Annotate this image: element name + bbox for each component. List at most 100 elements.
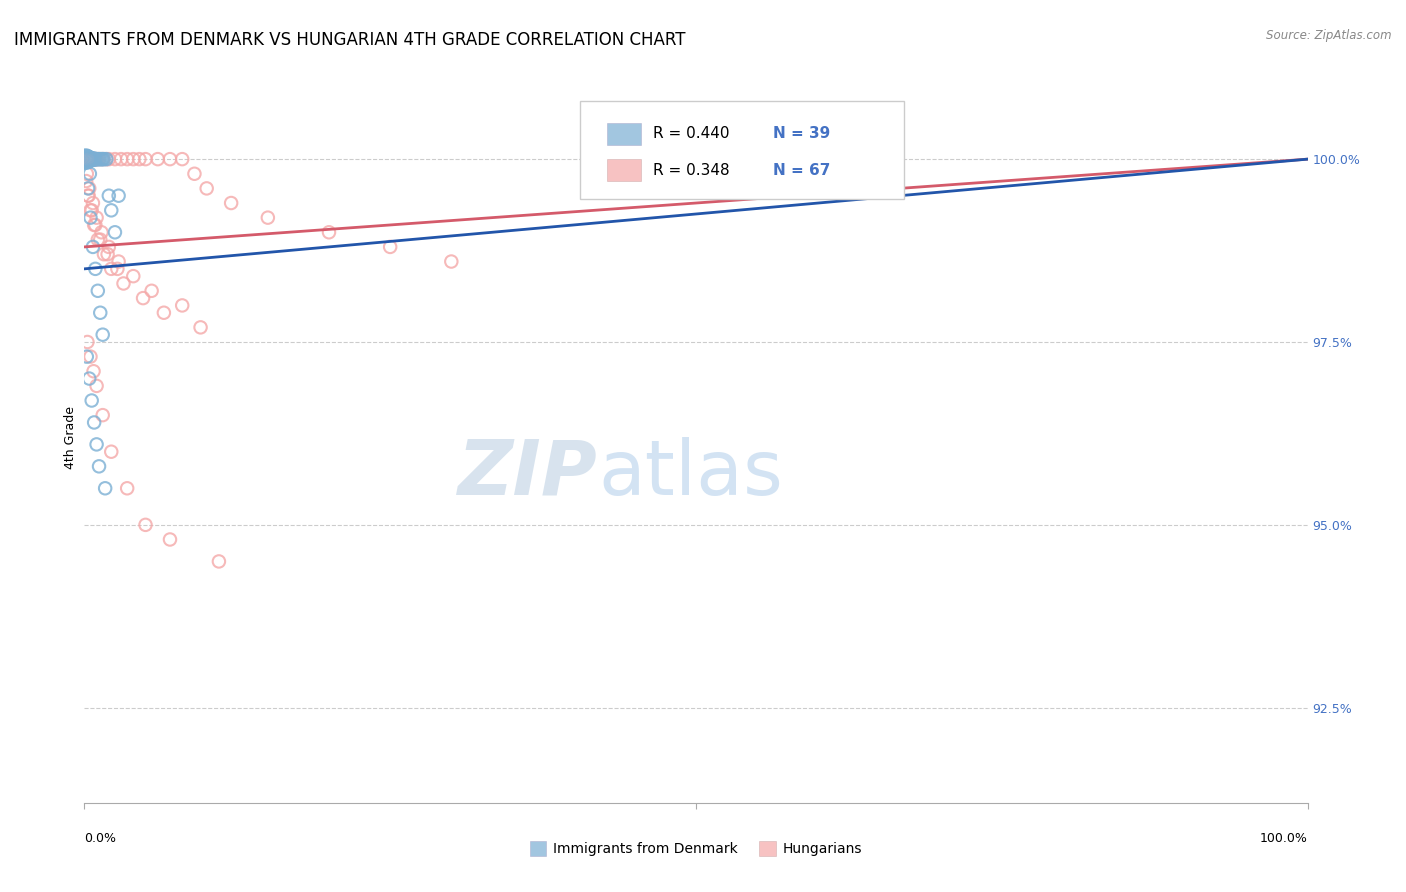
Point (83, 152, 105, 166)
Point (380, 240, 402, 254)
Point (96, 152, 118, 166)
Point (100, 261, 122, 276)
Point (91, 152, 114, 166)
Point (79, 211, 101, 225)
Point (159, 533, 181, 547)
Point (97, 247, 120, 261)
Point (122, 152, 145, 166)
Point (84, 152, 107, 166)
Point (89, 152, 111, 166)
Text: 100.0%: 100.0% (1260, 832, 1308, 845)
Point (75, 152, 97, 166)
Point (87, 233, 110, 247)
Point (82, 152, 104, 166)
Point (80, 393, 103, 408)
FancyBboxPatch shape (579, 101, 904, 200)
Point (112, 277, 135, 291)
Text: Source: ZipAtlas.com: Source: ZipAtlas.com (1267, 29, 1392, 42)
Point (318, 225, 340, 239)
Point (76, 152, 98, 166)
Point (77, 152, 100, 166)
Point (86, 152, 108, 166)
Point (115, 481, 138, 495)
Point (105, 261, 128, 276)
Point (110, 152, 132, 166)
Point (135, 517, 157, 532)
Point (87, 284, 110, 298)
Text: R = 0.348: R = 0.348 (654, 162, 730, 178)
Point (190, 320, 212, 334)
Point (89, 306, 111, 320)
Point (104, 225, 127, 239)
Text: atlas: atlas (598, 437, 783, 510)
FancyBboxPatch shape (606, 159, 641, 181)
Point (79, 167, 101, 181)
Point (79, 350, 101, 364)
Point (440, 254, 463, 268)
Point (91, 327, 114, 342)
Point (195, 181, 218, 195)
Point (83, 218, 105, 232)
Point (84, 218, 107, 232)
Point (97, 152, 120, 166)
Text: R = 0.440: R = 0.440 (654, 126, 730, 141)
Point (82, 196, 104, 211)
Point (128, 152, 150, 166)
Point (104, 152, 127, 166)
Point (87, 459, 110, 474)
Point (83, 416, 105, 430)
Point (87, 152, 110, 166)
Point (82, 152, 104, 166)
Point (75, 152, 97, 166)
Point (77, 152, 100, 166)
Point (80, 152, 103, 166)
FancyBboxPatch shape (606, 122, 641, 145)
Point (77, 152, 100, 166)
Point (75, 152, 97, 166)
Text: 0.0%: 0.0% (84, 832, 117, 845)
Point (172, 152, 194, 166)
Point (91, 408, 114, 422)
Point (77, 188, 100, 202)
Point (146, 152, 169, 166)
Point (77, 371, 100, 385)
Point (76, 152, 98, 166)
Point (107, 254, 129, 268)
Point (77, 188, 100, 202)
Point (97, 240, 120, 254)
Point (76, 334, 98, 349)
Point (219, 196, 242, 211)
Point (76, 167, 98, 181)
Text: ZIP: ZIP (458, 437, 598, 510)
Point (172, 298, 194, 312)
Point (153, 306, 176, 320)
Point (257, 211, 280, 225)
Point (77, 181, 100, 195)
Legend: Immigrants from Denmark, Hungarians: Immigrants from Denmark, Hungarians (524, 836, 868, 862)
Point (107, 188, 129, 202)
Point (208, 554, 231, 568)
Point (93, 152, 115, 166)
Point (122, 269, 145, 284)
Text: N = 39: N = 39 (773, 126, 831, 141)
Point (94, 481, 117, 495)
Point (84, 261, 107, 276)
Point (86, 211, 108, 225)
Point (93, 247, 115, 261)
Point (115, 152, 138, 166)
Y-axis label: 4th Grade: 4th Grade (65, 406, 77, 468)
Text: N = 67: N = 67 (773, 162, 831, 178)
Point (79, 203, 101, 218)
Point (135, 152, 157, 166)
Point (75, 174, 97, 188)
Point (82, 240, 104, 254)
Point (159, 152, 181, 166)
Point (84, 152, 107, 166)
Point (86, 437, 108, 451)
Point (183, 167, 205, 181)
Text: IMMIGRANTS FROM DENMARK VS HUNGARIAN 4TH GRADE CORRELATION CHART: IMMIGRANTS FROM DENMARK VS HUNGARIAN 4TH… (14, 31, 686, 49)
Point (90, 225, 112, 239)
Point (87, 152, 110, 166)
Point (80, 203, 103, 218)
Point (83, 364, 105, 378)
